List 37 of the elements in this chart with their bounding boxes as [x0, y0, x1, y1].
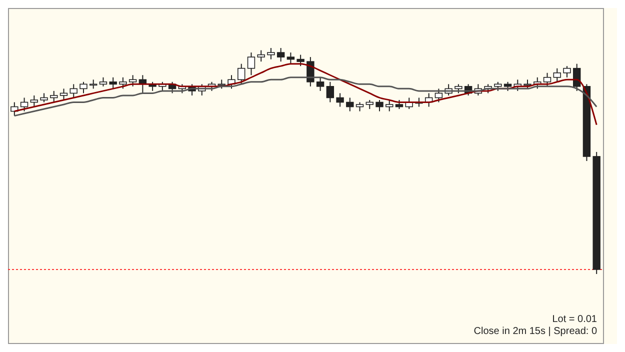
candlestick	[336, 92, 344, 108]
candlestick	[30, 94, 38, 108]
candlestick	[346, 97, 354, 112]
candlestick	[376, 99, 384, 112]
candlestick	[257, 50, 265, 62]
candlestick	[50, 90, 58, 103]
candlestick	[434, 88, 443, 103]
candlestick	[553, 68, 561, 82]
candlestick	[504, 81, 512, 92]
candlestick	[395, 99, 404, 110]
candlestick	[573, 63, 581, 92]
text: Lot = 0.01	[552, 314, 598, 325]
candlestick	[494, 81, 502, 92]
candlestick	[247, 52, 256, 76]
candlestick	[386, 99, 394, 112]
candlestick	[296, 54, 304, 67]
candlestick	[70, 84, 78, 98]
candlestick	[267, 48, 275, 60]
candlestick	[286, 52, 295, 64]
candlestick	[20, 97, 28, 112]
candlestick	[563, 66, 571, 78]
candlestick	[316, 76, 324, 92]
text: Close in 2m 15s | Spread: 0	[474, 326, 598, 337]
candlestick	[80, 81, 88, 94]
candlestick	[543, 72, 552, 87]
candlestick	[128, 74, 137, 87]
candlestick	[276, 48, 285, 62]
candlestick	[109, 76, 117, 90]
candlestick	[40, 92, 48, 103]
candlestick	[326, 81, 334, 103]
candlestick	[366, 99, 374, 110]
candlestick	[119, 76, 127, 90]
candlestick	[356, 102, 364, 112]
candlestick	[238, 63, 246, 85]
candlestick	[454, 84, 462, 94]
candlestick	[99, 76, 108, 87]
candlestick	[60, 88, 68, 100]
